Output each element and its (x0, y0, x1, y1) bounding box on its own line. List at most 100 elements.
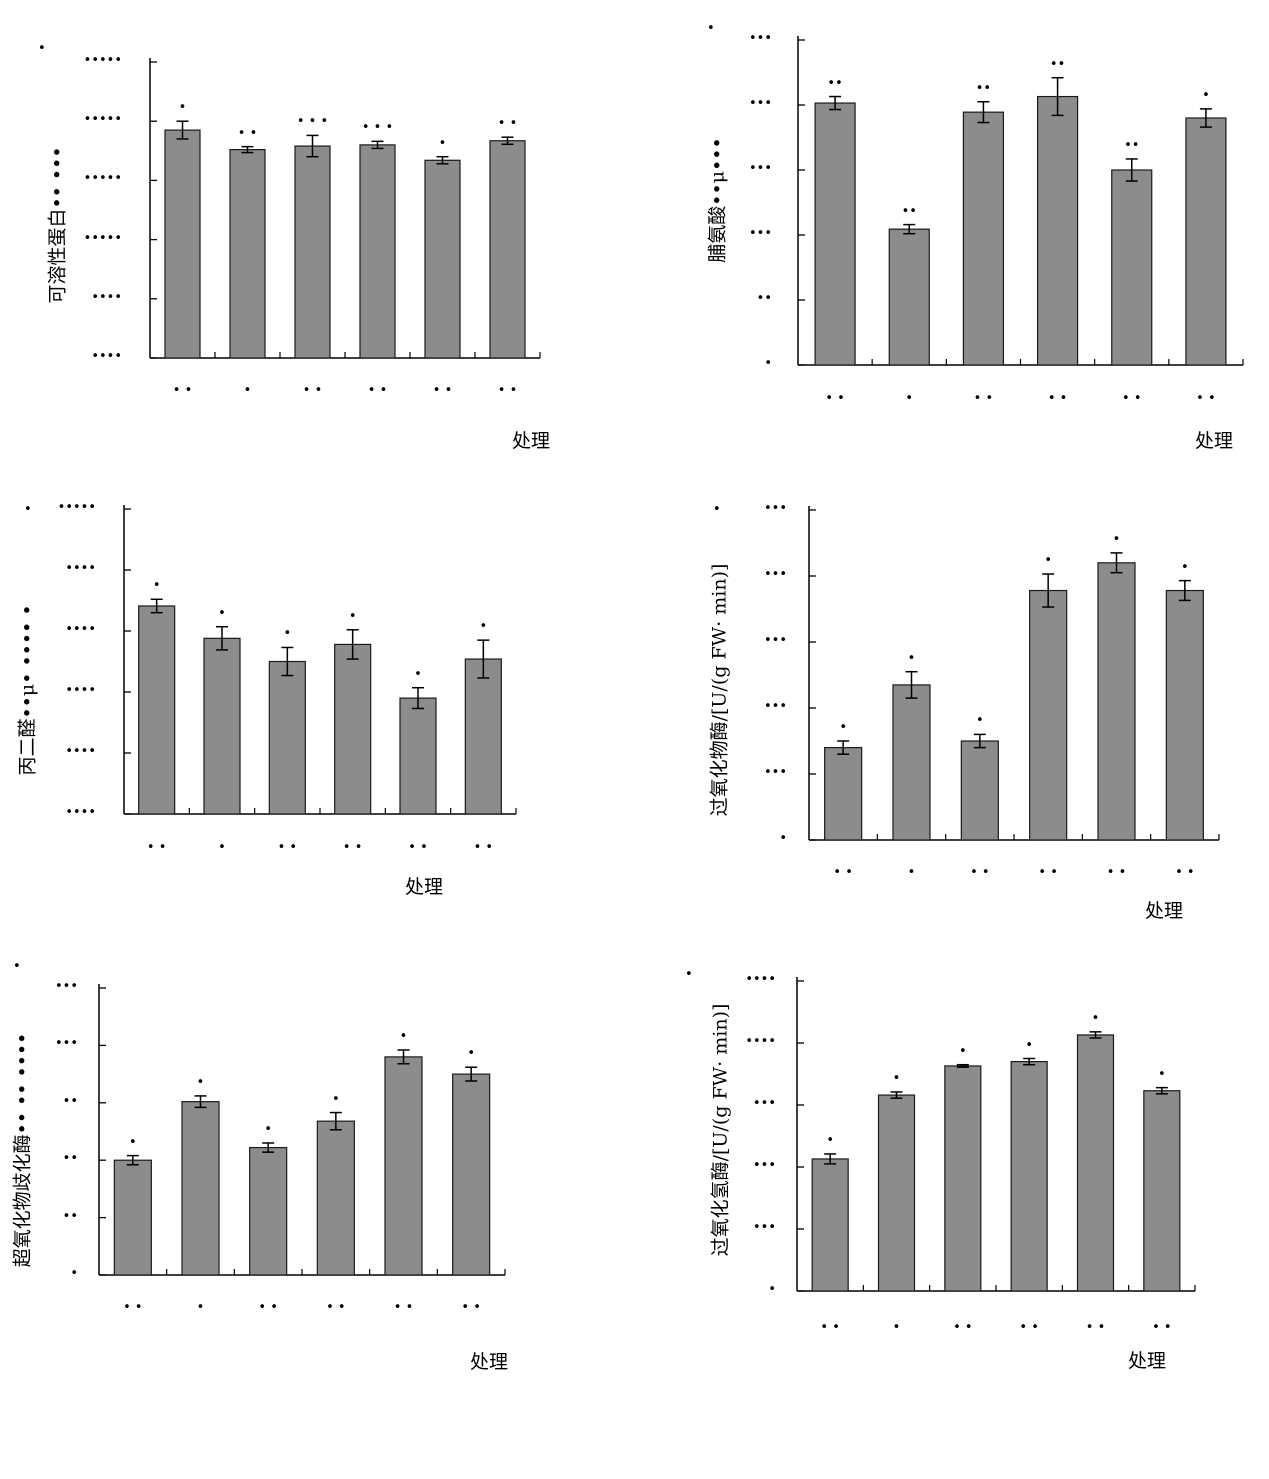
panel-label: • (24, 502, 32, 517)
category-label: • • (1106, 865, 1127, 880)
category-label: • • (1047, 391, 1068, 406)
category-label: • • (1175, 865, 1195, 880)
bar (1029, 589, 1068, 841)
y-tick-label: •••• (745, 1034, 776, 1049)
category-label: • • (277, 840, 298, 855)
bar (113, 1159, 152, 1276)
category-label: • • (1085, 1320, 1106, 1335)
significance-label: • (348, 608, 357, 624)
category-label: • • (408, 840, 428, 855)
category-label: • (905, 391, 914, 406)
category-label: • • (461, 1300, 481, 1315)
y-tick-label: ••• (54, 1036, 78, 1052)
significance-label: • (283, 626, 292, 642)
category-label: • • (393, 1300, 414, 1315)
category-label: • • (473, 840, 494, 855)
y-tick-label: ••• (752, 1158, 776, 1173)
y-tick-label: • (779, 831, 787, 846)
significance-label: • (1044, 553, 1052, 569)
significance-label: • (839, 720, 847, 735)
y-tick-label: •••• (65, 683, 96, 698)
bar (944, 1065, 982, 1292)
y-tick-label: •••• (91, 349, 122, 364)
bar (1010, 1060, 1048, 1292)
significance-label: • • • (361, 120, 394, 136)
category-label: • • (1019, 1320, 1039, 1335)
y-tick-label: •••• (745, 972, 776, 987)
x-axis-label: 处理 (512, 430, 551, 452)
category-label: • • (258, 1300, 278, 1315)
significance-label: • (1157, 1066, 1166, 1082)
y-tick-label: •• (756, 291, 772, 306)
category-label: • (892, 1320, 901, 1335)
panel-label: • (707, 21, 715, 36)
bar (138, 605, 176, 815)
significance-label: • (331, 1091, 340, 1107)
significance-label: • (479, 619, 488, 635)
category-label: • • (1152, 1320, 1172, 1335)
y-tick-label: •• (62, 1208, 78, 1224)
category-label: • • (820, 1320, 840, 1335)
y-tick-label: •••• (65, 561, 96, 576)
significance-label: • • (237, 125, 258, 141)
y-tick-label: ••• (763, 567, 787, 582)
bar (1165, 589, 1204, 841)
category-label: • • (1196, 391, 1216, 406)
bar (1143, 1090, 1181, 1292)
panel-label: • (713, 502, 721, 517)
category-label: • • (973, 391, 994, 406)
significance-label: •• (1124, 137, 1140, 153)
y-tick-label: •• (62, 1093, 78, 1109)
bar (464, 658, 502, 815)
bar (203, 637, 241, 815)
bar (359, 144, 396, 359)
significance-label: • (218, 605, 226, 621)
x-axis-label: 处理 (1145, 900, 1184, 922)
significance-label: • (1091, 1010, 1100, 1026)
significance-label: • (178, 100, 187, 116)
significance-label: • (414, 666, 422, 682)
category-label: • (907, 865, 916, 880)
bar (962, 111, 1005, 366)
significance-label: • (1112, 531, 1121, 547)
bar (877, 1094, 916, 1292)
bar (888, 228, 930, 366)
bar (1111, 169, 1153, 366)
bar (249, 1146, 288, 1276)
bar (1185, 117, 1227, 366)
y-tick-label: ••• (763, 765, 787, 780)
category-label: • • (367, 383, 388, 398)
y-tick-label: •••• (65, 622, 96, 637)
category-label: • • (146, 840, 167, 855)
y-tick-label: • (764, 356, 772, 371)
significance-label: • • (497, 116, 518, 132)
significance-label: • (907, 650, 916, 666)
y-tick-label: • (768, 1282, 776, 1297)
category-label: • • (326, 1300, 346, 1315)
y-tick-label: ••••• (83, 112, 122, 128)
y-tick-label: ••••• (83, 230, 122, 246)
y-tick-label: ••••• (83, 53, 122, 68)
category-label: • • (825, 391, 845, 406)
y-tick-label: ••• (752, 1096, 776, 1111)
bar (1036, 95, 1079, 366)
y-tick-label: ••••• (57, 500, 96, 515)
significance-label: • (152, 578, 161, 594)
category-label: • • (833, 865, 853, 880)
bar (960, 740, 999, 841)
panel-label: • (13, 959, 21, 974)
x-axis-label: 处理 (470, 1351, 509, 1373)
bar (334, 643, 372, 815)
category-label: • • (123, 1300, 143, 1315)
y-tick-label: •••• (65, 805, 96, 820)
bar (1076, 1034, 1115, 1292)
category-label: • (243, 383, 252, 398)
bar (399, 697, 437, 815)
category-label: • • (1122, 391, 1142, 406)
y-tick-label: •• (62, 1151, 78, 1167)
